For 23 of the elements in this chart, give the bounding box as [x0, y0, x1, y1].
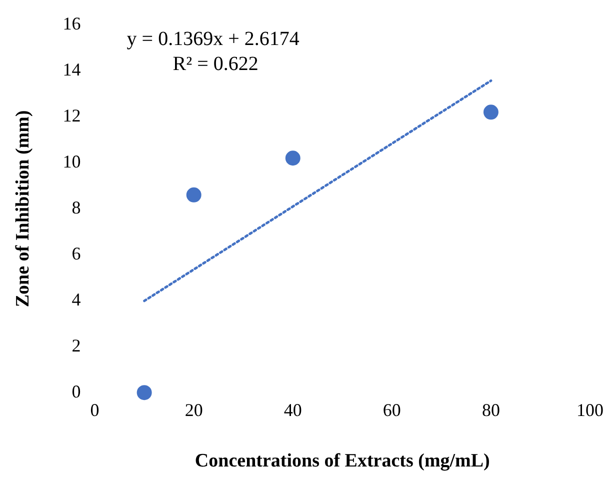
annotation: y = 0.1369x + 2.6174	[126, 28, 300, 50]
y-tick-label: 16	[62, 14, 81, 34]
y-axis-title: Zone of Inhibition (mm)	[12, 110, 34, 308]
y-tick-label: 14	[62, 60, 81, 80]
x-tick-label: 0	[90, 400, 100, 420]
point	[285, 150, 300, 166]
x-tick-label: 40	[284, 400, 302, 420]
x-tick-label: 60	[382, 400, 401, 420]
y-tick-label: 8	[72, 197, 81, 218]
point	[136, 385, 152, 400]
y-tick-label: 0	[72, 381, 81, 402]
point	[483, 104, 498, 120]
x-tick-label: 20	[184, 400, 203, 420]
annotation: R² = 0.622	[172, 53, 258, 76]
x-tick-label: 100	[576, 400, 604, 420]
y-tick-label: 12	[62, 105, 81, 126]
y-tick-label: 6	[72, 243, 81, 264]
x-axis-title: Concentrations of Extracts (mg/mL)	[194, 450, 490, 472]
y-tick-label: 10	[62, 151, 81, 172]
x-tick-label: 80	[482, 400, 500, 420]
y-tick-label: 2	[72, 335, 81, 356]
y-tick-label: 4	[72, 289, 81, 310]
point	[186, 187, 202, 202]
